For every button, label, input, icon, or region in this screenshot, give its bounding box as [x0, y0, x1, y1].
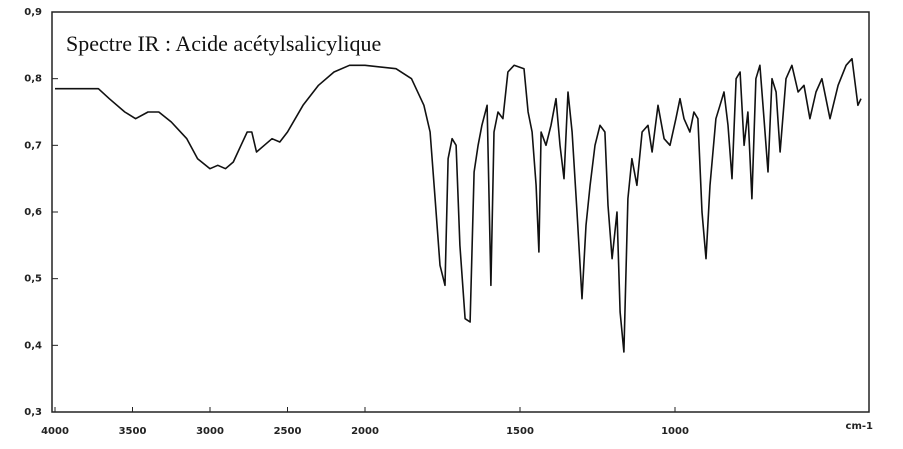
y-tick-label: 0,3	[24, 407, 42, 418]
x-tick-label: 1500	[506, 426, 534, 437]
x-tick-label: 4000	[41, 426, 69, 437]
y-tick-label: 0,6	[24, 207, 42, 218]
plot-frame	[51, 11, 870, 413]
x-tick-label: 2500	[274, 426, 302, 437]
x-tick-label: 1000	[661, 426, 689, 437]
spectrum-title: Spectre IR : Acide acétylsalicylique	[66, 31, 381, 56]
y-tick-label: 0,5	[24, 274, 42, 285]
x-tick-label: 2000	[351, 426, 379, 437]
y-tick-label: 0,9	[24, 7, 42, 18]
x-tick-label: 3500	[119, 426, 147, 437]
y-tick-label: 0,7	[24, 140, 42, 151]
x-unit: cm-1	[846, 421, 873, 432]
x-tick-label: 3000	[196, 426, 224, 437]
y-tick-label: 0,8	[24, 74, 42, 85]
spectrum-line	[55, 57, 862, 353]
y-tick-label: 0,4	[24, 340, 42, 351]
